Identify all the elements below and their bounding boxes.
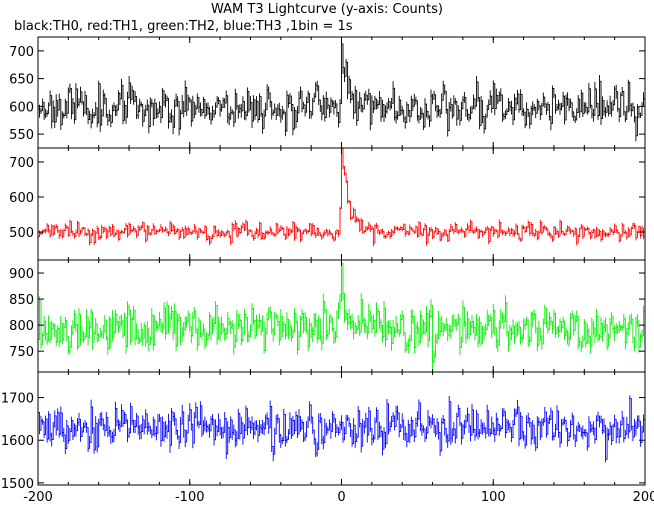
y-tick-label-th2: 750 — [9, 345, 34, 360]
chart-title: WAM T3 Lightcurve (y-axis: Counts) — [211, 2, 443, 17]
chart-subtitle: black:TH0, red:TH1, green:TH2, blue:TH3 … — [14, 19, 353, 34]
y-tick-label-th0: 650 — [9, 73, 34, 88]
x-tick-label: 0 — [337, 490, 345, 505]
series-line-th2 — [38, 260, 645, 369]
y-tick-label-th1: 600 — [9, 191, 34, 206]
x-tick-label: -100 — [175, 490, 205, 505]
y-tick-label-th1: 700 — [9, 156, 34, 171]
series-line-th0 — [38, 40, 645, 142]
series-line-th1 — [38, 148, 645, 247]
y-tick-label-th2: 900 — [9, 267, 34, 282]
y-tick-label-th1: 500 — [9, 226, 34, 241]
y-tick-label-th3: 1500 — [1, 477, 34, 492]
y-tick-label-th2: 850 — [9, 293, 34, 308]
x-tick-label: 200 — [633, 490, 654, 505]
y-tick-label-th3: 1700 — [1, 392, 34, 407]
y-tick-label-th0: 550 — [9, 128, 34, 143]
y-tick-label-th0: 600 — [9, 100, 34, 115]
y-tick-label-th0: 700 — [9, 45, 34, 60]
y-tick-label-th3: 1600 — [1, 434, 34, 449]
y-tick-label-th2: 800 — [9, 319, 34, 334]
series-line-th3 — [38, 395, 645, 463]
x-tick-label: 100 — [481, 490, 506, 505]
x-tick-label: -200 — [23, 490, 53, 505]
